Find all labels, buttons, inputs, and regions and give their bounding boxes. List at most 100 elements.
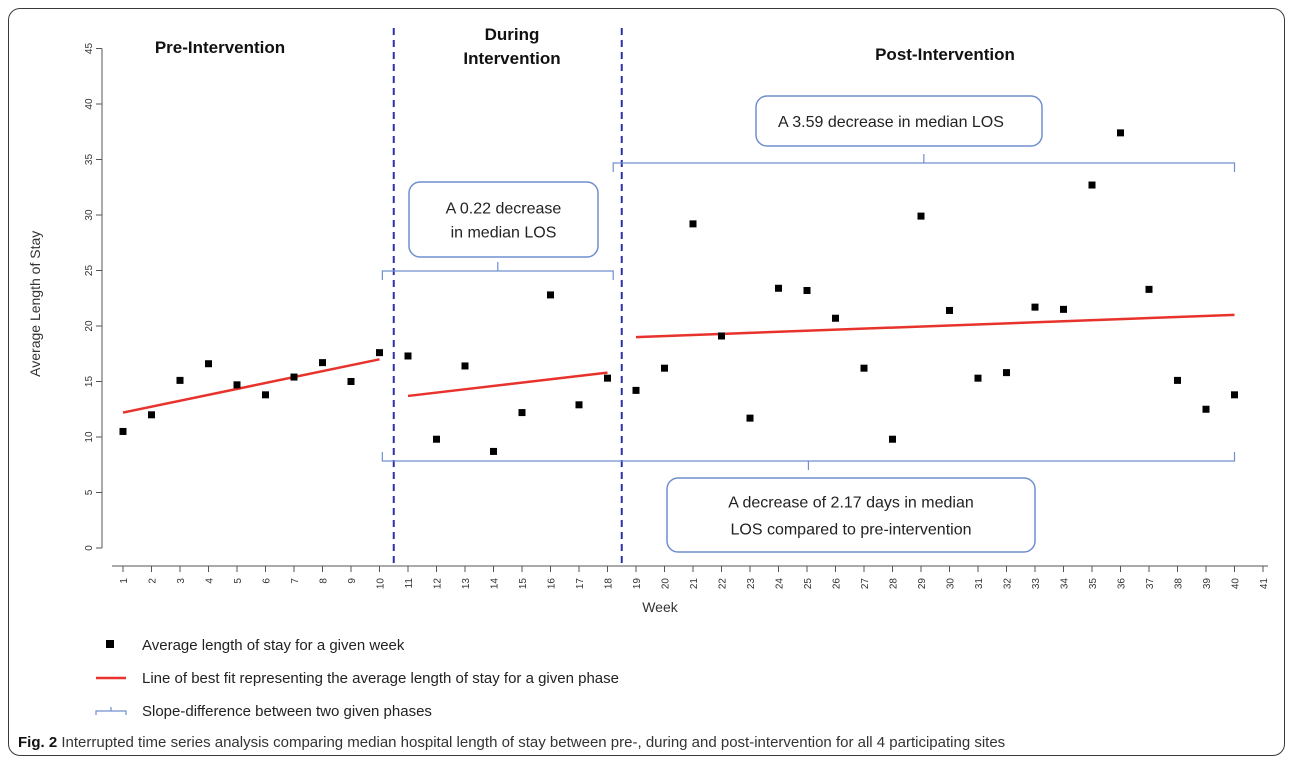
y-tick-label: 45 — [84, 43, 95, 55]
phase-label: Post-Intervention — [875, 45, 1015, 64]
y-tick-label: 30 — [84, 209, 95, 221]
fit-line — [407, 371, 608, 398]
y-tick-label: 15 — [84, 376, 95, 388]
x-tick-label: 12 — [433, 578, 444, 590]
data-point — [575, 401, 583, 409]
x-tick-label: 22 — [718, 578, 729, 590]
y-tick-label: 40 — [84, 98, 95, 110]
callout-text: in median LOS — [451, 225, 557, 242]
y-axis-title: Average Length of Stay — [27, 231, 43, 377]
x-tick-label: 21 — [689, 578, 700, 590]
figure-frame — [8, 8, 1285, 756]
data-point — [433, 435, 440, 443]
x-tick-label: 8 — [319, 578, 330, 584]
x-tick-label: 2 — [148, 578, 159, 584]
x-tick-label: 28 — [889, 578, 900, 590]
fit-line — [122, 358, 380, 414]
x-tick-label: 39 — [1202, 578, 1213, 590]
data-point — [803, 286, 811, 294]
x-tick-label: 27 — [860, 578, 871, 590]
x-tick-label: 25 — [803, 578, 814, 590]
data-point — [205, 360, 212, 368]
data-point — [290, 373, 298, 381]
x-tick-label: 29 — [917, 578, 928, 590]
x-tick-label: 40 — [1231, 578, 1242, 590]
legend-bracket-icon — [95, 707, 127, 715]
data-point — [1145, 285, 1153, 293]
data-point — [347, 378, 355, 385]
data-point — [604, 374, 611, 382]
y-tick-label: 20 — [84, 320, 95, 332]
data-point — [119, 427, 127, 435]
legend-label: Slope-difference between two given phase… — [142, 703, 432, 720]
data-point — [832, 314, 839, 322]
x-tick-label: 36 — [1117, 578, 1128, 590]
data-point — [860, 364, 868, 372]
data-point — [1060, 305, 1067, 313]
data-point — [233, 381, 241, 389]
x-tick-label: 5 — [233, 578, 244, 584]
data-point — [376, 349, 383, 357]
callouts: A 0.22 decrease in median LOS A 3.59 decre… — [408, 95, 1043, 553]
data-point — [1117, 129, 1124, 137]
data-point — [746, 414, 754, 422]
data-point — [148, 411, 155, 419]
phase-labels: Pre-Intervention During Intervention Post-I… — [155, 25, 1015, 68]
y-tick-label: 35 — [84, 154, 95, 166]
caption-prefix: Fig. 2 — [18, 734, 58, 751]
x-tick-label: 1 — [119, 578, 130, 584]
callout-box — [755, 95, 1043, 147]
x-tick-label: 20 — [661, 578, 672, 590]
x-tick-label: 26 — [832, 578, 843, 590]
data-point — [518, 409, 526, 417]
caption-text: Interrupted time series analysis compari… — [61, 734, 1006, 751]
callout-box — [408, 181, 599, 258]
phase-label: Intervention — [463, 49, 560, 68]
x-tick-label: 14 — [490, 578, 501, 590]
x-tick-label: 7 — [290, 578, 301, 584]
slope-bracket — [381, 262, 614, 280]
x-tick-label: 11 — [404, 578, 415, 589]
x-tick-label: 6 — [262, 578, 273, 584]
x-tick-label: 4 — [205, 578, 216, 584]
data-point — [319, 359, 326, 367]
legend-label: Average length of stay for a given week — [142, 637, 405, 654]
data-point — [1031, 303, 1039, 311]
phase-dividers — [392, 28, 623, 566]
data-point — [176, 376, 184, 384]
x-tick-label: 16 — [547, 578, 558, 590]
data-point — [689, 220, 697, 228]
data-point — [946, 306, 953, 314]
x-tick-label: 13 — [461, 578, 472, 590]
x-tick-label: 31 — [974, 578, 985, 590]
x-tick-label: 41 — [1259, 578, 1270, 590]
data-point — [1202, 405, 1210, 413]
callout-text: A decrease of 2.17 days in median — [728, 495, 974, 512]
y-tick-label: 5 — [84, 489, 95, 495]
x-tick-label: 37 — [1145, 578, 1156, 590]
data-point — [1003, 369, 1010, 377]
data-points — [119, 129, 1238, 455]
x-tick-label: 38 — [1174, 578, 1185, 590]
slope-bracket — [381, 452, 1236, 470]
legend-square-icon — [106, 640, 114, 648]
x-tick-label: 19 — [632, 578, 643, 590]
legend: Average length of stay for a given week L… — [95, 637, 619, 720]
x-tick-label: 15 — [518, 578, 529, 590]
brackets — [381, 154, 1236, 470]
data-point — [461, 362, 469, 370]
x-tick-label: 30 — [946, 578, 957, 590]
x-tick-label: 18 — [604, 578, 615, 590]
fit-line — [635, 313, 1235, 339]
axes: 1 2 3 4 5 6 7 8 9 10 11 12 13 14 15 16 17 18 19 20 21 22 23 24 2… — [27, 43, 1270, 615]
data-point — [889, 435, 896, 443]
data-point — [661, 364, 668, 372]
callout-text: A 3.59 decrease in median LOS — [778, 114, 1004, 131]
x-tick-label: 10 — [376, 578, 387, 590]
data-point — [1174, 376, 1181, 384]
data-point — [547, 291, 554, 299]
data-point — [718, 332, 725, 340]
x-tick-label: 32 — [1003, 578, 1014, 590]
data-point — [1088, 181, 1096, 189]
